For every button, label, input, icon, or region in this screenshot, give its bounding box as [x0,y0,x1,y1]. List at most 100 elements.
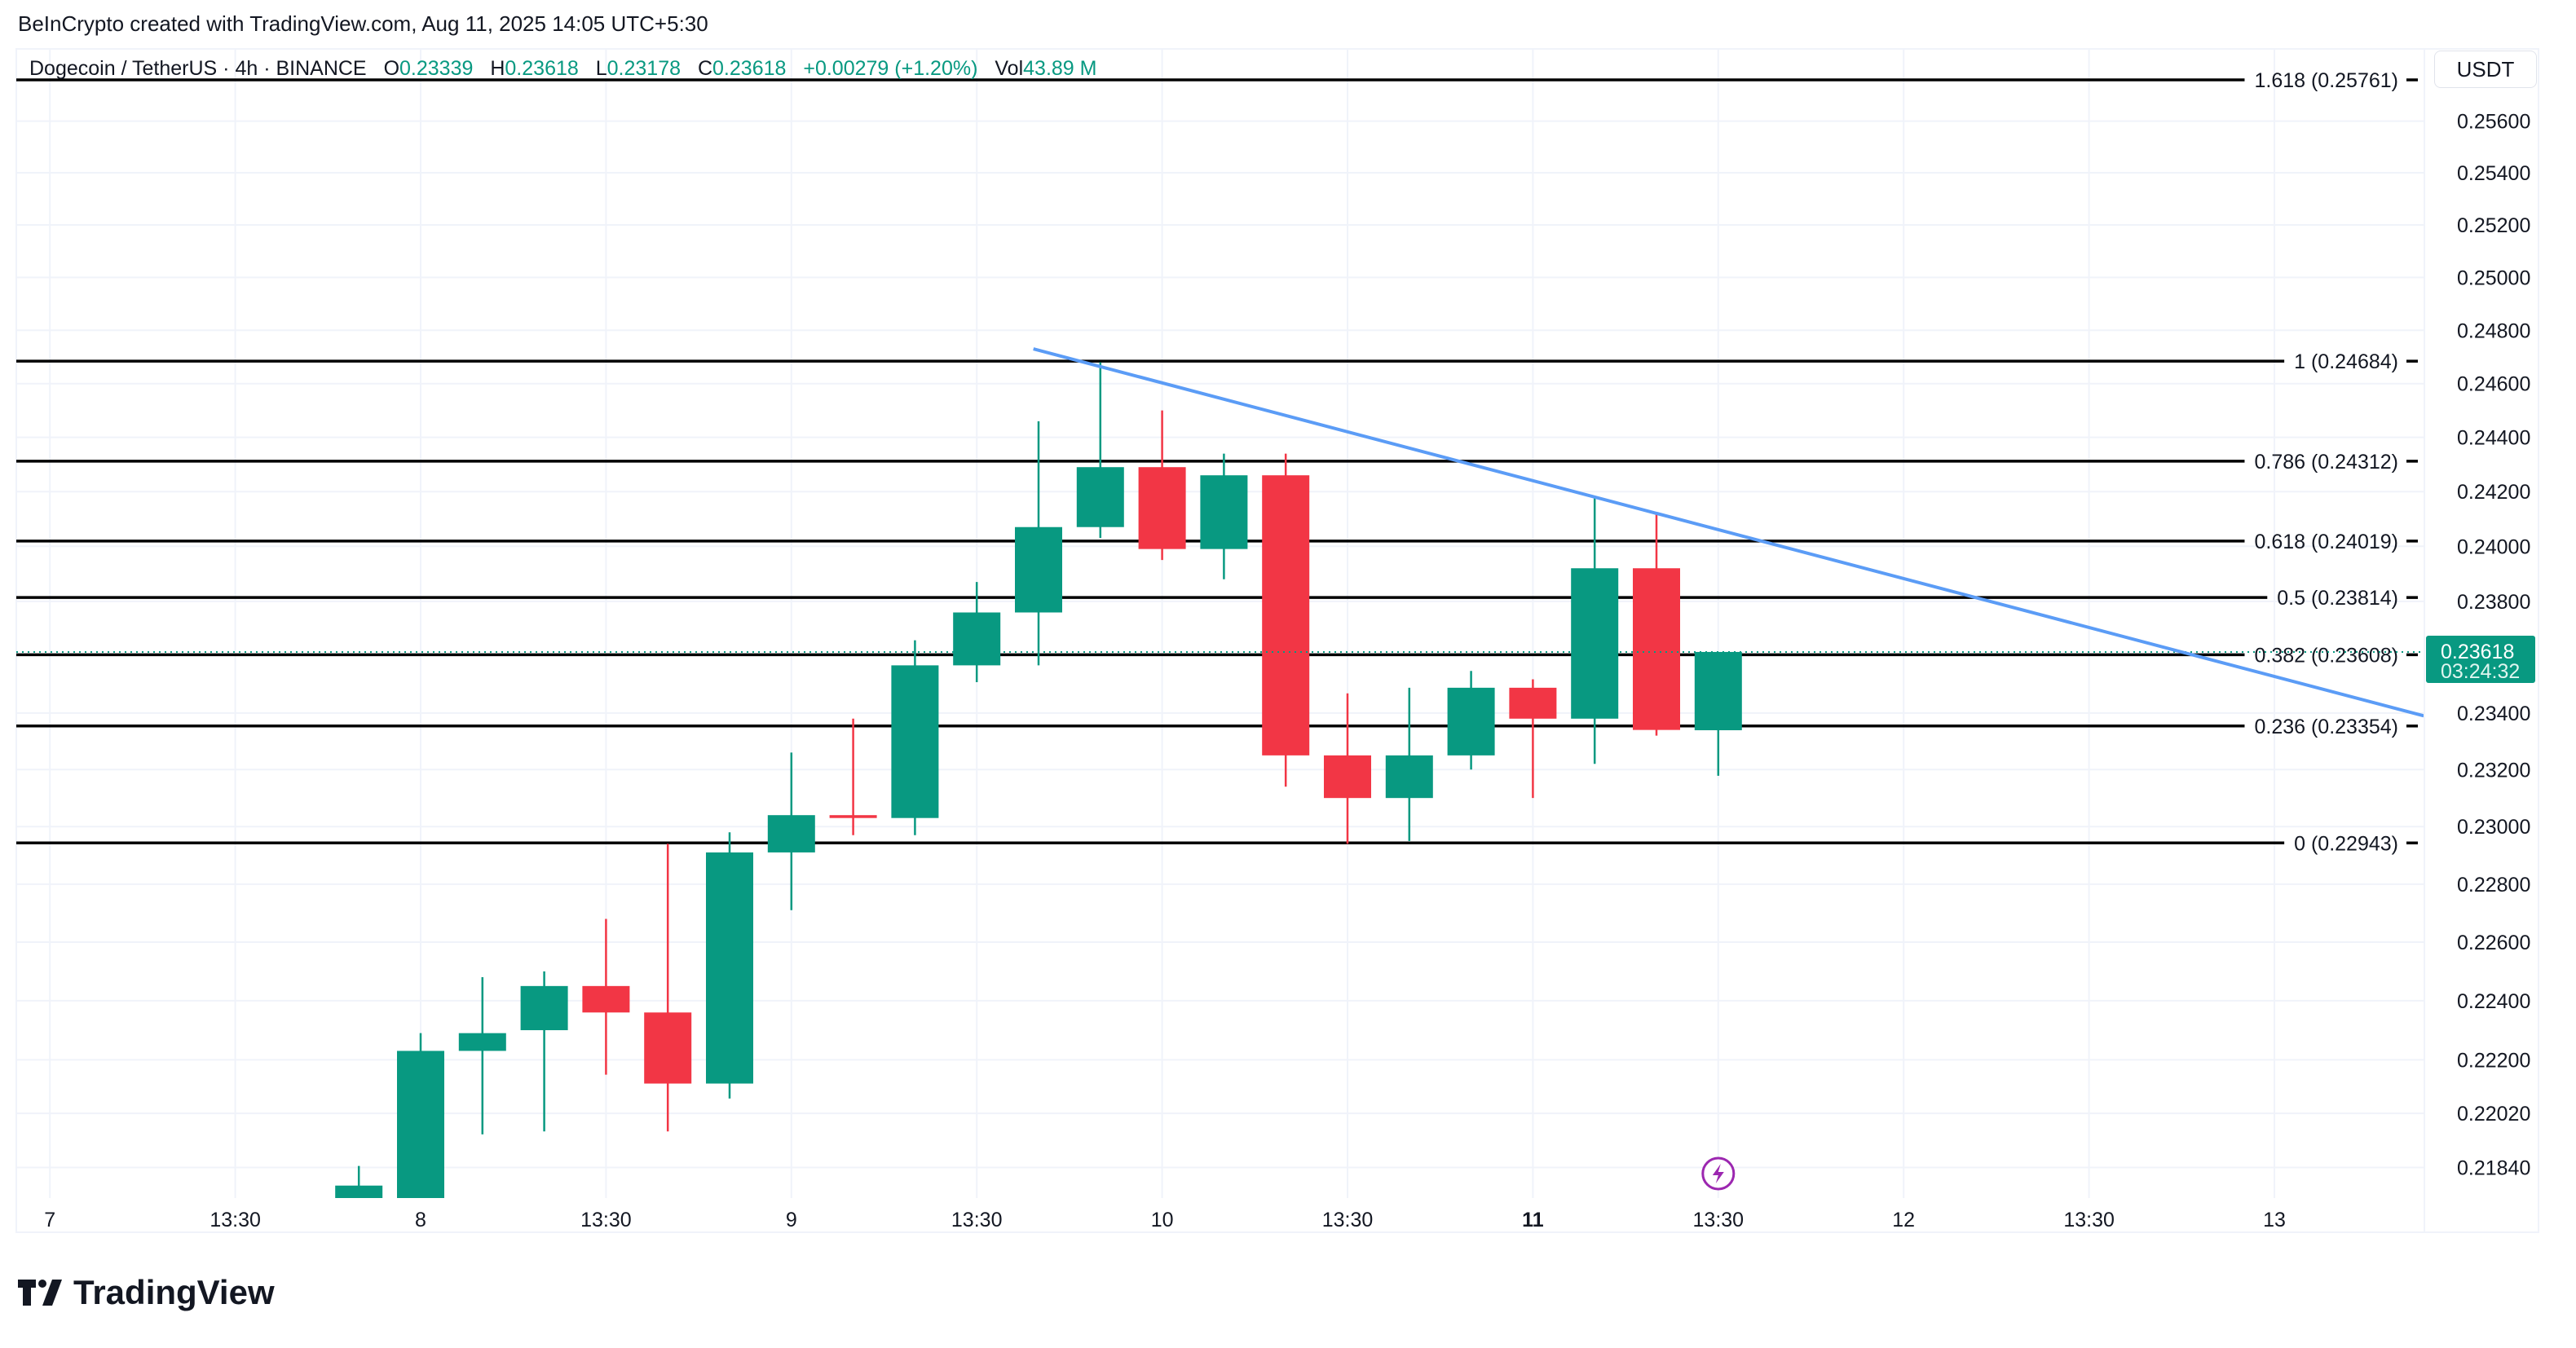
price-tick-label: 0.24800 [2457,319,2530,342]
low-value: 0.23178 [607,57,681,80]
open-label: O [383,57,400,80]
open-value: 0.23339 [399,57,474,80]
candle-body [1076,467,1124,527]
candle-body [1324,755,1371,799]
candle-body [458,1033,506,1051]
candle[interactable] [706,832,753,1099]
volume-label: Vol [995,57,1024,80]
candles [16,362,2424,1225]
candle-body [335,1185,383,1198]
candle[interactable] [1509,679,1557,799]
candle-body [891,665,939,818]
candle-body [644,1012,692,1084]
candle-body [397,1051,444,1198]
price-tick-label: 0.22400 [2457,990,2530,1013]
candle-body [1015,526,1062,613]
candle[interactable] [397,1033,444,1225]
candle-body [1571,568,1619,719]
symbol-title[interactable]: Dogecoin / TetherUS · 4h · BINANCE [29,57,367,80]
price-tick-label: 0.23000 [2457,816,2530,839]
candle-body [1633,568,1680,730]
volume-value: 43.89 M [1023,57,1097,80]
time-axis[interactable]: 7 13:30 8 13:30 9 13:30 10 13:30 11 13:30 12 13:30 1… [44,1209,2286,1231]
logo-text: TradingView [73,1273,275,1311]
time-tick-label: 13:30 [210,1209,261,1231]
price-tick-label: 0.24000 [2457,535,2530,558]
candle[interactable] [1571,496,1619,764]
candle-body [1200,475,1248,549]
high-label: H [490,57,505,80]
candle[interactable] [582,918,630,1075]
candle[interactable] [953,582,1001,682]
candle[interactable] [1447,671,1495,770]
last-price-badge [2426,635,2535,683]
price-tick-label: 0.24400 [2457,427,2530,450]
fib-level-label: 1 (0.24684) [2294,350,2398,373]
candle[interactable] [458,977,506,1134]
candle-body [582,985,630,1013]
tradingview-logo[interactable]: TradingView [18,1273,275,1312]
candle[interactable] [829,718,877,835]
time-tick-label: 13 [2263,1209,2286,1231]
countdown-timer: 03:24:32 [2441,660,2520,683]
close-label: C [697,57,713,80]
change-value: +0.00279 (+1.20%) [803,57,978,80]
price-tick-label: 0.25600 [2457,111,2530,134]
time-tick-label: 10 [1151,1209,1174,1231]
descending-trendline[interactable] [1033,347,2424,718]
candle-body [953,612,1001,666]
close-value: 0.23618 [712,57,787,80]
candle[interactable] [1694,651,1742,776]
price-tick-label: 0.23200 [2457,759,2530,782]
time-tick-label: 9 [786,1209,797,1231]
price-tick-label: 0.21840 [2457,1156,2530,1179]
fib-level-label: 0.382 (0.23608) [2254,644,2398,667]
price-tick-label: 0.25000 [2457,267,2530,289]
candle[interactable] [1138,410,1186,561]
candle-body [1694,651,1742,730]
candle[interactable] [767,752,815,910]
candle[interactable] [1324,693,1371,844]
price-tick-label: 0.22020 [2457,1103,2530,1126]
time-tick-label: 8 [415,1209,426,1231]
grid [16,49,2424,1198]
price-tick-label: 0.24200 [2457,481,2530,504]
candle[interactable] [1633,513,1680,736]
fib-level-label: 0.786 (0.24312) [2254,451,2398,474]
price-axis[interactable]: 0.25600 0.25400 0.25200 0.25000 0.24800 0.246… [2424,49,2535,1232]
fibonacci-retracement[interactable]: 1.618 (0.25761) 1 (0.24684) 0.786 (0.24312… [16,69,2418,855]
fib-level-label: 0.618 (0.24019) [2254,531,2398,553]
chart-attribution: BeInCrypto created with TradingView.com,… [18,11,708,36]
candle[interactable] [1262,453,1310,787]
candle[interactable] [1076,362,1124,539]
candle-body [767,815,815,852]
price-tick-label: 0.24600 [2457,373,2530,396]
time-tick-label: 11 [1522,1209,1544,1231]
price-tick-label: 0.23800 [2457,591,2530,614]
candle[interactable] [335,1165,383,1225]
currency-button[interactable]: USDT [2434,51,2537,88]
candle[interactable] [1015,421,1062,666]
price-tick-label: 0.23400 [2457,703,2530,725]
candle[interactable] [1200,453,1248,579]
candle[interactable] [1385,687,1433,841]
candle-body [1447,687,1495,755]
candle-body [829,815,877,818]
time-tick-label: 13:30 [2063,1209,2115,1231]
time-tick-label: 13:30 [1693,1209,1745,1231]
high-value: 0.23618 [505,57,579,80]
candle-body [520,985,568,1031]
candle-body [1138,467,1186,549]
candle[interactable] [520,971,568,1132]
time-tick-label: 13:30 [1322,1209,1374,1231]
event-marker[interactable] [1701,1156,1736,1191]
candle[interactable] [644,844,692,1132]
chart-frame [15,48,2539,1233]
last-price-value: 0.23618 [2441,641,2514,663]
time-tick-label: 13:30 [580,1209,632,1231]
trendline[interactable] [1033,347,2424,718]
time-tick-label: 7 [44,1209,55,1231]
candle-body [1509,687,1557,719]
candle[interactable] [891,640,939,835]
